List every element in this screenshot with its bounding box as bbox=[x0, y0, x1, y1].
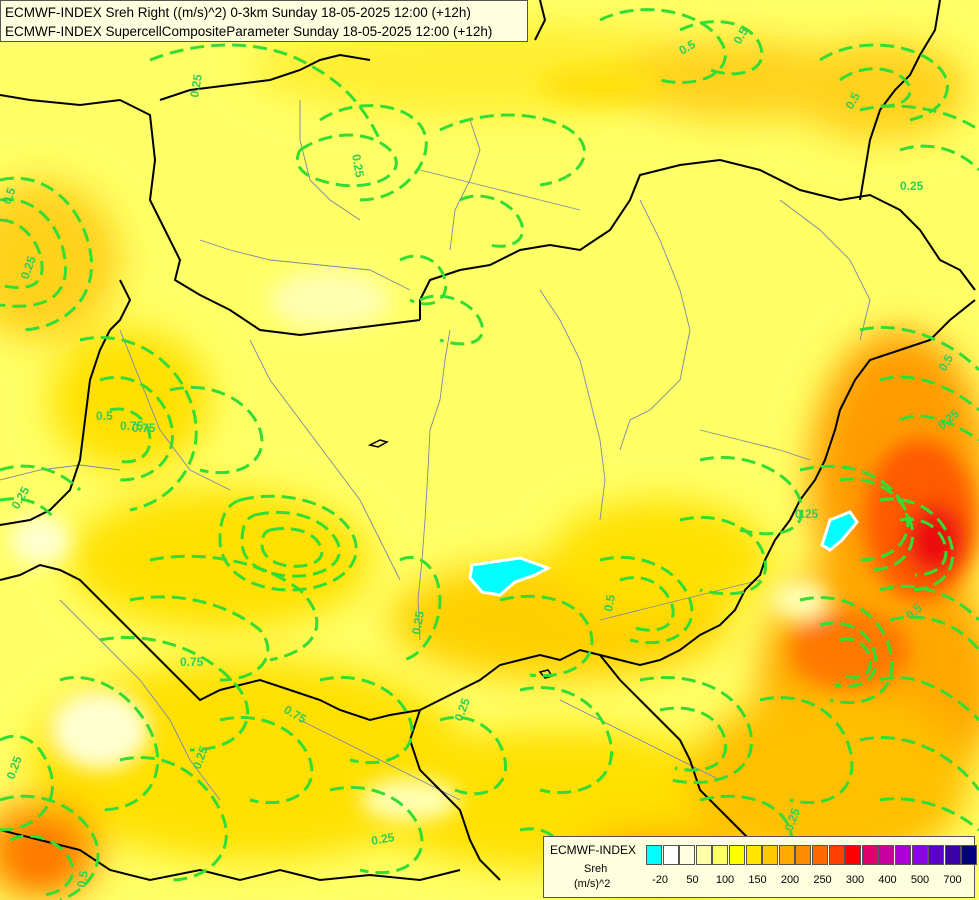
country-borders bbox=[0, 0, 976, 882]
contour-label: 0.75 bbox=[180, 655, 204, 669]
legend-swatch bbox=[695, 845, 712, 865]
legend-tick-label: 300 bbox=[845, 874, 865, 886]
legend-swatch bbox=[944, 845, 961, 865]
legend-swatches bbox=[646, 845, 978, 865]
contour-label: 0.25 bbox=[795, 507, 819, 521]
legend-variable: Sreh bbox=[584, 863, 608, 875]
legend-tick-label: -20 bbox=[652, 874, 668, 886]
legend-swatch bbox=[928, 845, 945, 865]
legend-title: ECMWF-INDEX bbox=[550, 843, 636, 857]
legend-swatch bbox=[811, 845, 828, 865]
contour-label: 0.75 bbox=[120, 419, 144, 433]
legend-tick-label: 50 bbox=[686, 874, 699, 886]
legend-swatch bbox=[828, 845, 845, 865]
map-title: ECMWF-INDEX Sreh Right ((m/s)^2) 0-3km S… bbox=[0, 0, 528, 42]
legend-swatch bbox=[679, 845, 696, 865]
contour-label: 0.25 bbox=[900, 179, 924, 193]
legend-swatch bbox=[911, 845, 928, 865]
legend-swatch bbox=[778, 845, 795, 865]
contour-label: 0.25 bbox=[187, 73, 205, 99]
legend-swatch bbox=[762, 845, 779, 865]
legend-unit: (m/s)^2 bbox=[574, 878, 611, 890]
color-legend: ECMWF-INDEX Sreh (m/s)^2 -20 50 100 150 200 2… bbox=[543, 836, 978, 898]
rivers-and-regions bbox=[0, 100, 871, 801]
legend-tick-label: 700 bbox=[943, 874, 962, 886]
contour-label: 0.25 bbox=[349, 153, 367, 179]
legend-swatch bbox=[878, 845, 895, 865]
contour-label: 0.5 bbox=[74, 869, 91, 888]
contour-label: 0.5 bbox=[0, 185, 19, 206]
contour-label: 0.25 bbox=[370, 830, 396, 848]
legend-swatch bbox=[745, 845, 762, 865]
legend-swatch bbox=[646, 845, 662, 865]
legend-tick-label: 150 bbox=[748, 874, 767, 886]
contour-label: 0.5 bbox=[601, 593, 618, 612]
title-line-2: ECMWF-INDEX SupercellCompositeParameter … bbox=[5, 24, 493, 39]
legend-swatch bbox=[845, 845, 862, 865]
legend-swatch bbox=[795, 845, 812, 865]
contour-label: 0.25 bbox=[409, 610, 427, 636]
legend-swatch bbox=[861, 845, 878, 865]
cyan-area-east bbox=[820, 510, 859, 552]
legend-tick-label: 250 bbox=[813, 874, 832, 886]
legend-swatch bbox=[662, 845, 679, 865]
legend-ticks: -20 50 100 150 200 250 300 400 500 700 bbox=[646, 873, 976, 891]
legend-swatch bbox=[728, 845, 745, 865]
cyan-area-lake bbox=[468, 556, 552, 597]
legend-tick-label: 100 bbox=[715, 874, 735, 886]
legend-swatch bbox=[961, 845, 978, 865]
legend-tick-label: 400 bbox=[878, 874, 897, 886]
legend-swatch bbox=[894, 845, 911, 865]
contour-label: 0.5 bbox=[96, 409, 113, 423]
legend-swatch bbox=[712, 845, 729, 865]
scp-contours bbox=[0, 8, 979, 900]
title-line-1: ECMWF-INDEX Sreh Right ((m/s)^2) 0-3km S… bbox=[5, 5, 471, 20]
contour-label: 0.75 bbox=[132, 421, 156, 435]
legend-tick-label: 200 bbox=[780, 874, 800, 886]
legend-tick-label: 500 bbox=[910, 874, 930, 886]
